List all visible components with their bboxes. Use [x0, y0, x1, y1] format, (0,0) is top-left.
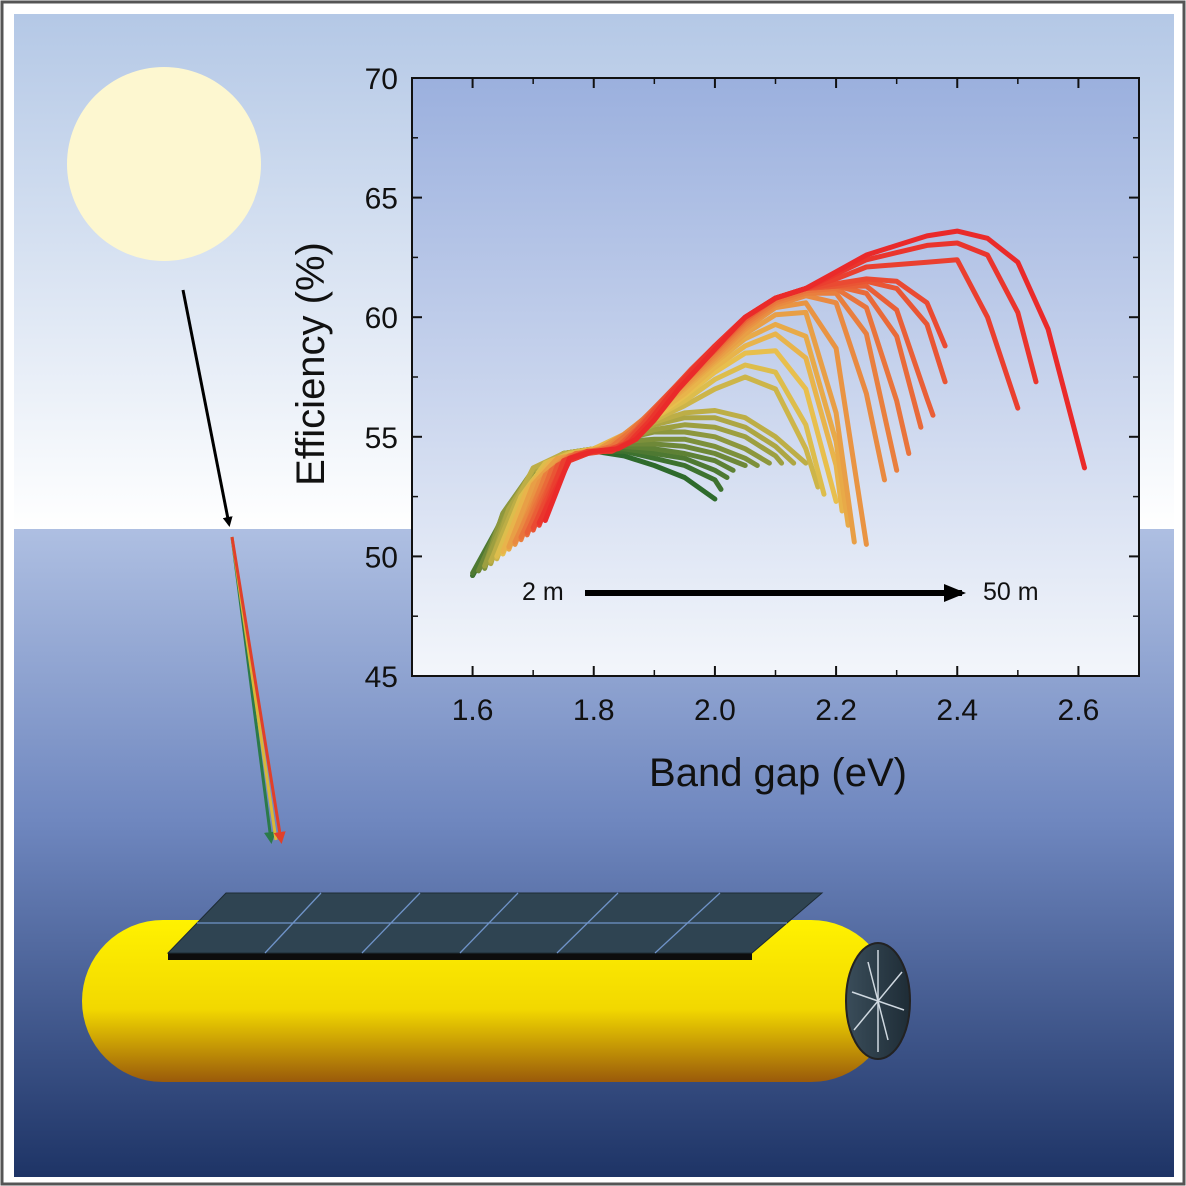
solar-vessel-icon [82, 892, 911, 1082]
depth-start-label: 2 m [522, 578, 564, 606]
x-tick-label: 2.6 [1058, 694, 1100, 727]
sun-icon [67, 67, 261, 261]
y-axis-title: Efficiency (%) [289, 242, 333, 486]
chart-series [470, 228, 1087, 578]
depth-end-label: 50 m [983, 578, 1039, 606]
x-tick-label: 2.4 [936, 694, 978, 727]
efficiency-chart: 1.6 1.8 2.0 2.2 2.4 2.6 45 50 55 60 65 70 Band gap … [289, 63, 1140, 795]
y-tick-label: 65 [365, 183, 398, 216]
axes-ticks: 1.6 1.8 2.0 2.2 2.4 2.6 45 50 55 60 65 70 [365, 63, 1139, 727]
series-line-27 [542, 228, 1087, 523]
x-tick-label: 2.0 [694, 694, 736, 727]
light-ray-arrow-icon [181, 289, 233, 527]
x-tick-label: 2.2 [815, 694, 857, 727]
y-tick-label: 55 [365, 422, 398, 455]
x-tick-label: 1.6 [452, 694, 494, 727]
x-tick-label: 1.8 [573, 694, 615, 727]
solar-panel-icon [166, 892, 824, 960]
vessel-hull [82, 920, 892, 1082]
y-tick-label: 45 [365, 661, 398, 694]
propeller-blades [851, 950, 905, 1052]
y-tick-label: 60 [365, 302, 398, 335]
y-tick-label: 50 [365, 541, 398, 574]
y-tick-label: 70 [365, 63, 398, 96]
x-axis-title: Band gap (eV) [649, 751, 907, 795]
refracted-light-rays [230, 536, 286, 844]
